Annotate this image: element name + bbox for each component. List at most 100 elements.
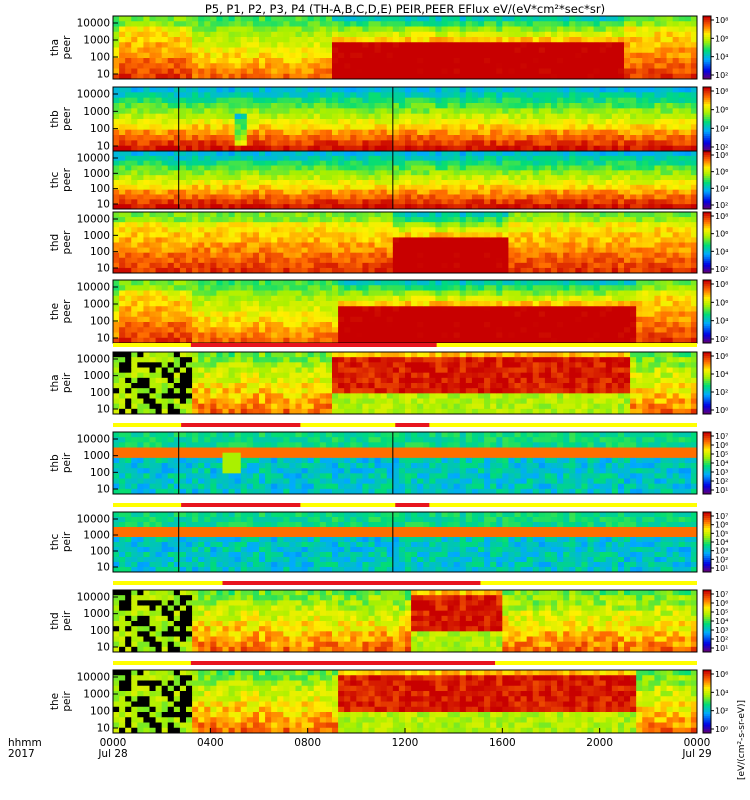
- heatmap-cell: [167, 237, 175, 243]
- heatmap-cell: [210, 227, 217, 233]
- heatmap-cell: [380, 267, 388, 274]
- heatmap-cell: [405, 247, 412, 254]
- heatmap-cell: [514, 108, 521, 115]
- heatmap-cell: [532, 204, 540, 210]
- heatmap-cell: [526, 257, 534, 264]
- heatmap-cell: [368, 160, 375, 166]
- heatmap-cell: [155, 285, 163, 291]
- heatmap-cell: [179, 257, 187, 264]
- heatmap-cell: [222, 63, 229, 69]
- heatmap-cell: [654, 252, 661, 259]
- heatmap-cell: [593, 170, 601, 176]
- heatmap-cell: [119, 311, 126, 318]
- heatmap-cell: [678, 58, 686, 64]
- heatmap-cell: [265, 180, 272, 186]
- heatmap-cell: [295, 103, 302, 109]
- heatmap-cell: [161, 140, 169, 147]
- heatmap-cell: [642, 155, 649, 162]
- heatmap-cell: [569, 31, 576, 38]
- heatmap-cell: [143, 155, 150, 162]
- heatmap-cell: [210, 92, 217, 99]
- heatmap-cell: [496, 257, 503, 264]
- heatmap-cell: [289, 47, 296, 54]
- heatmap-cell: [210, 262, 217, 269]
- heatmap-cell: [636, 42, 643, 48]
- heatmap-cell: [179, 280, 187, 286]
- heatmap-cell: [265, 42, 272, 48]
- heatmap-cell: [593, 87, 601, 93]
- heatmap-cell: [119, 103, 126, 109]
- heatmap-cell: [350, 37, 357, 43]
- heatmap-cell: [186, 306, 193, 312]
- heatmap-cell: [502, 204, 509, 210]
- heatmap-cell: [216, 204, 223, 210]
- heatmap-cell: [228, 212, 236, 218]
- heatmap-cell: [259, 73, 266, 80]
- heatmap-cell: [502, 267, 509, 274]
- heatmap-cell: [557, 257, 564, 264]
- heatmap-cell: [496, 165, 503, 171]
- heatmap-cell: [319, 63, 327, 69]
- heatmap-cell: [471, 165, 479, 171]
- heatmap-cell: [386, 129, 394, 136]
- heatmap-cell: [210, 52, 217, 59]
- heatmap-cell: [119, 222, 126, 228]
- heatmap-cell: [307, 31, 315, 38]
- heatmap-cell: [380, 47, 388, 54]
- heatmap-cell: [642, 97, 649, 104]
- heatmap-cell: [605, 140, 613, 147]
- heatmap-cell: [338, 170, 345, 176]
- heatmap-cell: [368, 68, 375, 75]
- heatmap-cell: [684, 21, 692, 27]
- heatmap-cell: [490, 97, 497, 104]
- heatmap-cell: [252, 212, 260, 218]
- heatmap-cell: [344, 151, 351, 157]
- heatmap-cell: [478, 155, 485, 162]
- heatmap-cell: [611, 232, 619, 238]
- heatmap-cell: [398, 129, 406, 136]
- heatmap-cell: [599, 87, 607, 93]
- heatmap-cell: [143, 311, 150, 318]
- heatmap-cell: [508, 165, 515, 171]
- heatmap-cell: [551, 103, 558, 109]
- heatmap-cell: [240, 140, 248, 147]
- heatmap-cell: [660, 52, 667, 59]
- heatmap-cell: [496, 194, 503, 200]
- heatmap-cell: [398, 68, 406, 75]
- colorbar-step: [703, 62, 711, 65]
- heatmap-cell: [319, 119, 327, 125]
- heatmap-cell: [210, 113, 217, 120]
- heatmap-cell: [642, 140, 649, 147]
- heatmap-cell: [611, 135, 619, 141]
- heatmap-cell: [325, 108, 333, 115]
- heatmap-cell: [453, 37, 461, 43]
- heatmap-cell: [593, 119, 601, 125]
- heatmap-cell: [271, 129, 278, 136]
- heatmap-cell: [350, 103, 357, 109]
- heatmap-cell: [690, 16, 698, 22]
- heatmap-cell: [137, 165, 144, 171]
- heatmap-cell: [411, 262, 418, 269]
- colorbar-step: [703, 97, 711, 101]
- heatmap-cell: [228, 37, 236, 43]
- heatmap-cell: [484, 97, 491, 104]
- heatmap-cell: [441, 165, 448, 171]
- heatmap-cell: [392, 184, 400, 191]
- heatmap-cell: [392, 52, 400, 59]
- heatmap-cell: [672, 175, 680, 181]
- heatmap-cell: [380, 170, 388, 176]
- heatmap-cell: [575, 68, 582, 75]
- heatmap-cell: [179, 37, 187, 43]
- heatmap-cell: [465, 103, 473, 109]
- heatmap-cell: [179, 26, 187, 33]
- heatmap-cell: [459, 247, 467, 254]
- heatmap-cell: [313, 262, 321, 269]
- heatmap-cell: [356, 129, 363, 136]
- heatmap-cell: [356, 247, 363, 254]
- heatmap-cell: [386, 21, 394, 27]
- heatmap-cell: [265, 124, 272, 131]
- heatmap-cell: [417, 73, 424, 80]
- heatmap-cell: [137, 170, 144, 176]
- heatmap-cell: [599, 129, 607, 136]
